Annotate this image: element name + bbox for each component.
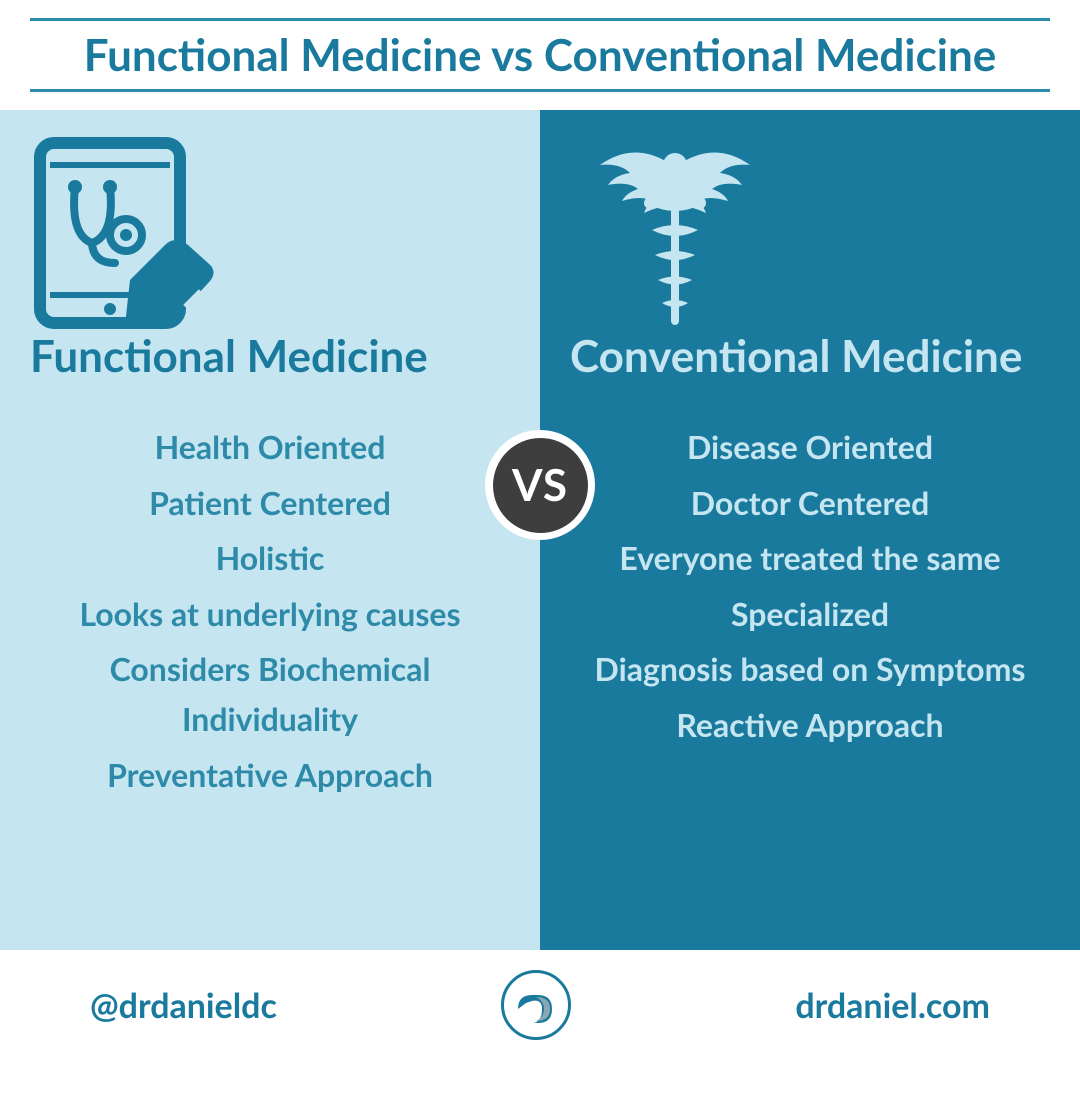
comparison-panel: Functional Medicine Health Oriented Pati…: [0, 110, 1080, 950]
logo-icon: [512, 981, 560, 1029]
title-bar: Functional Medicine vs Conventional Medi…: [30, 18, 1050, 92]
list-item: Looks at underlying causes: [40, 589, 500, 639]
list-item: Preventative Approach: [40, 750, 500, 800]
list-item: Health Oriented: [40, 422, 500, 472]
caduceus-icon: [580, 135, 770, 335]
list-item: Diagnosis based on Symptoms: [580, 644, 1040, 694]
list-item: Doctor Centered: [580, 478, 1040, 528]
conventional-column: Conventional Medicine Disease Oriented D…: [540, 110, 1080, 950]
vs-badge: VS: [485, 430, 595, 540]
list-item: Considers Biochemical Individuality: [40, 644, 500, 743]
functional-items: Health Oriented Patient Centered Holisti…: [30, 422, 510, 799]
list-item: Specialized: [580, 589, 1040, 639]
social-handle: @drdanieldc: [90, 985, 277, 1026]
vs-label: VS: [493, 438, 588, 533]
conventional-heading: Conventional Medicine: [570, 330, 1050, 382]
list-item: Patient Centered: [40, 478, 500, 528]
website-url: drdaniel.com: [795, 985, 990, 1026]
list-item: Reactive Approach: [580, 700, 1040, 750]
tablet-stethoscope-icon: [30, 135, 220, 335]
functional-column: Functional Medicine Health Oriented Pati…: [0, 110, 540, 950]
conventional-icon-wrap: [570, 130, 1050, 330]
conventional-items: Disease Oriented Doctor Centered Everyon…: [570, 422, 1050, 750]
functional-heading: Functional Medicine: [30, 330, 510, 382]
list-item: Everyone treated the same: [580, 533, 1040, 583]
brand-logo: [501, 970, 571, 1040]
footer: @drdanieldc drdaniel.com: [0, 950, 1080, 1040]
list-item: Holistic: [40, 533, 500, 583]
page-title: Functional Medicine vs Conventional Medi…: [30, 29, 1050, 81]
list-item: Disease Oriented: [580, 422, 1040, 472]
functional-icon-wrap: [30, 130, 510, 330]
